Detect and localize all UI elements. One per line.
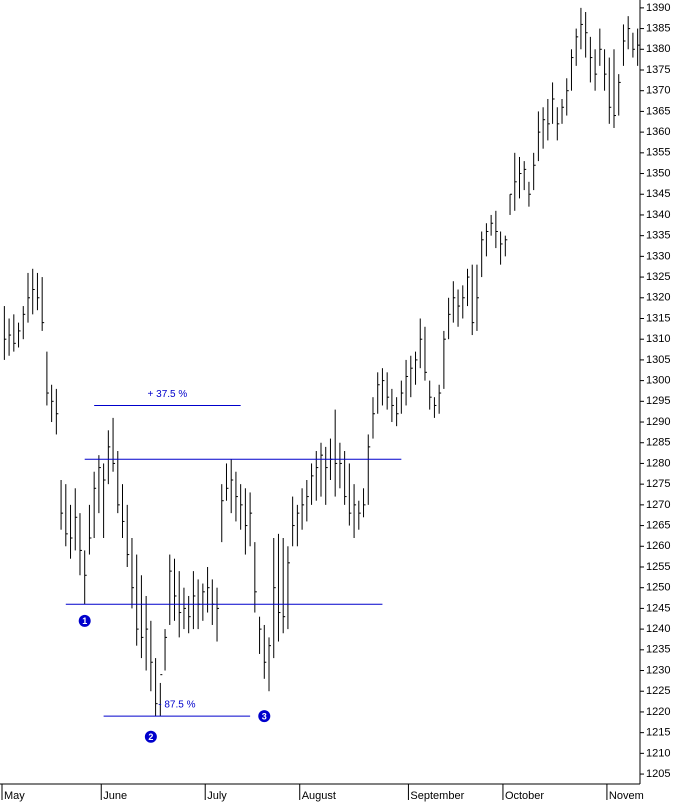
y-tick-label: 1210 xyxy=(646,747,670,759)
y-tick-label: 1205 xyxy=(646,768,670,780)
y-tick-label: 1320 xyxy=(646,292,670,304)
y-tick-label: 1340 xyxy=(646,209,670,221)
x-tick-label: June xyxy=(103,790,127,802)
y-tick-label: 1325 xyxy=(646,271,670,283)
point-marker xyxy=(144,730,157,743)
point-marker xyxy=(78,614,91,627)
y-tick-label: 1365 xyxy=(646,105,670,117)
point-label: 1 xyxy=(82,616,87,626)
y-tick-label: 1305 xyxy=(646,354,670,366)
y-tick-label: 1270 xyxy=(646,499,670,511)
y-tick-label: 1240 xyxy=(646,623,670,635)
y-tick-label: 1215 xyxy=(646,727,670,739)
y-tick-label: 1335 xyxy=(646,230,670,242)
y-tick-label: 1225 xyxy=(646,685,670,697)
y-tick-label: 1385 xyxy=(646,22,670,34)
y-tick-label: 1295 xyxy=(646,395,670,407)
y-tick-label: 1230 xyxy=(646,664,670,676)
point-label: 2 xyxy=(148,732,153,742)
y-tick-label: 1310 xyxy=(646,333,670,345)
y-tick-label: 1255 xyxy=(646,561,670,573)
y-tick-label: 1370 xyxy=(646,85,670,97)
y-tick-label: 1315 xyxy=(646,312,670,324)
y-tick-label: 1390 xyxy=(646,2,670,14)
point-label: 3 xyxy=(262,711,267,721)
x-tick-label: September xyxy=(410,790,464,802)
y-tick-label: 1345 xyxy=(646,188,670,200)
y-tick-label: 1355 xyxy=(646,147,670,159)
y-tick-label: 1350 xyxy=(646,167,670,179)
y-tick-label: 1235 xyxy=(646,644,670,656)
x-tick-label: Novem xyxy=(609,790,644,802)
x-tick-label: July xyxy=(207,790,227,802)
y-tick-label: 1330 xyxy=(646,250,670,262)
x-tick-label: May xyxy=(4,790,25,802)
y-tick-label: 1260 xyxy=(646,540,670,552)
y-tick-label: 1280 xyxy=(646,457,670,469)
y-tick-label: 1300 xyxy=(646,375,670,387)
y-tick-label: 1375 xyxy=(646,64,670,76)
y-tick-label: 1220 xyxy=(646,706,670,718)
x-tick-label: August xyxy=(302,790,336,802)
x-tick-label: October xyxy=(505,790,544,802)
y-tick-label: 1290 xyxy=(646,416,670,428)
level-label: - 87.5 % xyxy=(158,700,195,711)
y-tick-label: 1245 xyxy=(646,602,670,614)
y-tick-label: 1275 xyxy=(646,478,670,490)
y-tick-label: 1250 xyxy=(646,582,670,594)
y-tick-label: 1285 xyxy=(646,437,670,449)
point-marker xyxy=(258,710,271,723)
y-tick-label: 1265 xyxy=(646,519,670,531)
y-tick-label: 1380 xyxy=(646,43,670,55)
level-label: + 37.5 % xyxy=(148,389,188,400)
y-tick-label: 1360 xyxy=(646,126,670,138)
